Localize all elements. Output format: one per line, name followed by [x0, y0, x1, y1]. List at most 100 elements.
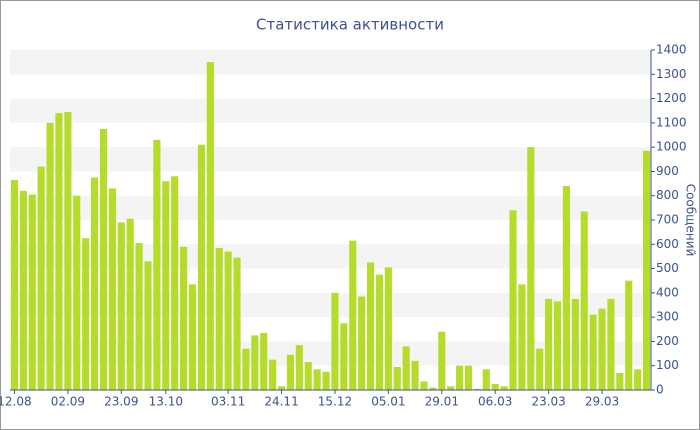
y-tick-label: 500: [656, 261, 679, 275]
bar: [108, 188, 116, 390]
y-tick-label: 100: [656, 358, 679, 372]
grid-band: [10, 244, 651, 269]
bar: [402, 346, 410, 390]
bar: [571, 298, 579, 390]
bar: [242, 348, 250, 390]
bar: [464, 365, 473, 390]
bar: [429, 387, 437, 390]
bar: [491, 383, 499, 390]
bar: [367, 262, 375, 390]
x-tick-label: 24.11: [264, 395, 298, 409]
x-tick-label: 03.11: [211, 395, 245, 409]
bar: [625, 280, 633, 390]
x-tick-label: 06.03: [478, 395, 512, 409]
bar: [589, 314, 597, 390]
bar: [64, 111, 72, 390]
x-tick-label: 12.08: [0, 395, 32, 409]
bar: [295, 345, 303, 390]
bar: [117, 222, 125, 390]
bar: [19, 190, 27, 390]
y-tick-label: 1200: [656, 91, 687, 105]
bar: [447, 386, 455, 390]
bar: [616, 373, 624, 390]
bar: [37, 166, 45, 390]
grid-band: [10, 195, 651, 220]
bar: [277, 386, 286, 390]
y-tick-label: 1400: [656, 43, 687, 57]
x-tick-label: 13.10: [149, 395, 183, 409]
y-tick-label: 600: [656, 237, 679, 251]
y-axis-title: Сообщений: [684, 184, 698, 257]
bar: [260, 332, 268, 390]
bar: [46, 122, 54, 390]
bar: [509, 210, 517, 390]
bar: [180, 246, 188, 390]
bar: [322, 371, 330, 390]
bar: [73, 195, 81, 390]
bar: [286, 354, 294, 390]
bar: [331, 292, 339, 390]
bar: [171, 176, 179, 390]
bar: [269, 359, 277, 390]
bar: [562, 186, 570, 390]
bar: [607, 298, 615, 390]
bar: [634, 369, 642, 390]
y-tick-label: 200: [656, 334, 679, 348]
y-tick-label: 300: [656, 310, 679, 324]
bar: [28, 194, 36, 390]
bar: [536, 348, 544, 390]
x-tick-label: 29.03: [585, 395, 619, 409]
x-tick-label: 15.12: [318, 395, 352, 409]
bar: [500, 386, 508, 390]
bar: [518, 284, 526, 390]
bar: [545, 298, 553, 390]
bar: [473, 388, 481, 390]
bar: [642, 150, 651, 390]
bar: [580, 211, 588, 390]
bar: [251, 335, 259, 390]
x-tick-label: 23.09: [104, 395, 138, 409]
grid-band: [10, 341, 651, 366]
bar: [456, 365, 464, 390]
bar: [420, 381, 428, 390]
grid-band: [10, 292, 651, 318]
bar: [349, 240, 357, 390]
y-tick-label: 1300: [656, 67, 687, 81]
x-tick-label: 05.01: [371, 395, 405, 409]
chart-title: Статистика активности: [256, 16, 444, 34]
bar: [206, 62, 214, 391]
bar: [438, 331, 446, 390]
y-tick-label: 1100: [656, 115, 687, 129]
y-tick-label: 0: [656, 383, 664, 397]
y-tick-label: 700: [656, 213, 679, 227]
bar: [99, 128, 108, 390]
grid-band: [10, 147, 651, 172]
bar: [197, 144, 205, 390]
bar: [144, 261, 152, 390]
bar: [313, 369, 321, 390]
y-tick-label: 400: [656, 285, 679, 299]
bar: [188, 284, 197, 390]
bar: [153, 139, 161, 390]
bar: [384, 267, 392, 390]
bar: [91, 177, 99, 390]
y-tick-label: 900: [656, 164, 679, 178]
bar: [162, 181, 170, 390]
y-tick-label: 1000: [656, 140, 687, 154]
bar: [358, 296, 366, 390]
bar: [598, 308, 606, 390]
bar: [411, 360, 419, 390]
bar: [527, 147, 535, 390]
bar: [233, 257, 241, 390]
x-tick-label: 29.01: [425, 395, 459, 409]
bar: [215, 247, 223, 390]
bar: [135, 243, 143, 390]
bar: [375, 274, 384, 390]
x-tick-label: 23.03: [531, 395, 565, 409]
bar: [553, 301, 562, 390]
bar: [224, 251, 232, 390]
x-tick-label: 02.09: [51, 395, 85, 409]
bar: [482, 369, 490, 390]
y-tick-label: 800: [656, 188, 679, 202]
